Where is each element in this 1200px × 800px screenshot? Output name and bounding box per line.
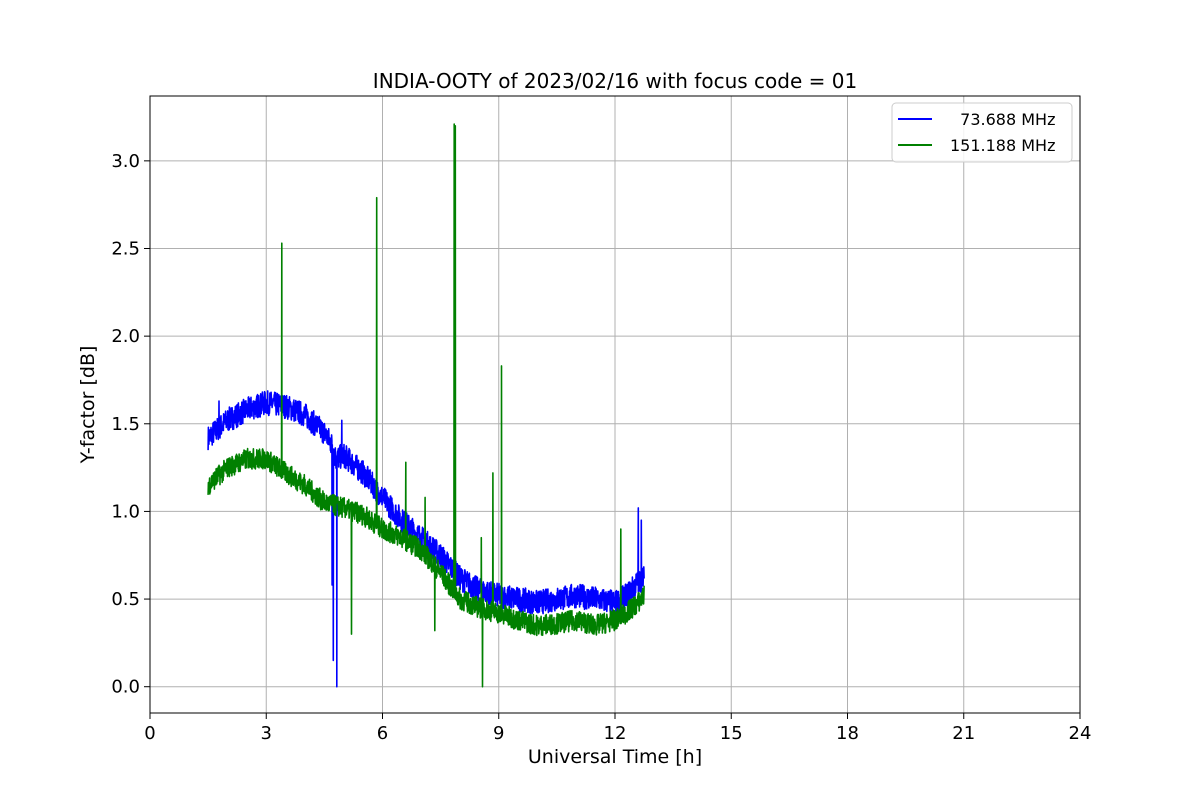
x-axis-label: Universal Time [h]: [528, 746, 702, 768]
x-tick-label: 3: [261, 723, 272, 744]
y-tick-label: 3.0: [111, 151, 140, 172]
y-tick-label: 1.5: [111, 414, 140, 435]
legend: 73.688 MHz 151.188 MHz: [891, 102, 1073, 163]
series-layer: [207, 123, 645, 688]
y-tick-label: 0.0: [111, 677, 140, 698]
y-tick-label: 2.5: [111, 238, 140, 259]
x-tick-label: 21: [952, 723, 975, 744]
chart-title: INDIA-OOTY of 2023/02/16 with focus code…: [373, 69, 857, 93]
x-tick-label: 9: [493, 723, 504, 744]
legend-label-2: 151.188 MHz: [950, 136, 1055, 155]
y-axis-label: Y-factor [dB]: [77, 346, 99, 465]
ticks: 0 3 6 9 12 15 18 21 24 0.0 0.5 1.0 1.5 2.0 2.5 3.0: [111, 151, 1091, 744]
x-tick-label: 12: [604, 723, 627, 744]
x-tick-label: 18: [836, 723, 859, 744]
x-tick-label: 0: [144, 723, 155, 744]
y-tick-label: 0.5: [111, 589, 140, 610]
legend-label-1: 73.688 MHz: [950, 110, 1055, 129]
x-tick-label: 15: [720, 723, 743, 744]
y-tick-label: 1.0: [111, 501, 140, 522]
x-tick-label: 6: [377, 723, 388, 744]
series-line-2: [207, 123, 645, 688]
legend-box: [891, 102, 1073, 163]
x-tick-label: 24: [1069, 723, 1092, 744]
y-tick-label: 2.0: [111, 326, 140, 347]
